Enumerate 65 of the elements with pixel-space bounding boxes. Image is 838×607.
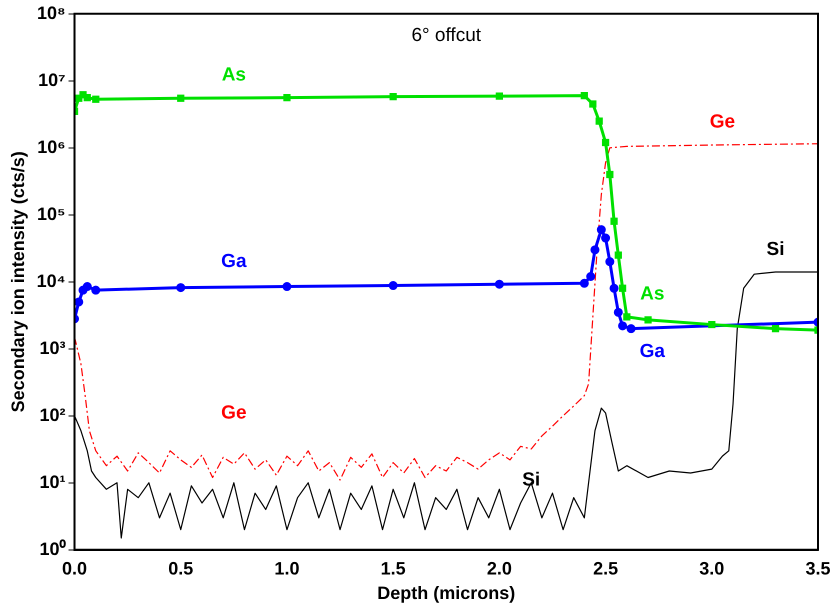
point: [589, 100, 596, 108]
point: [596, 118, 603, 125]
x-tick-label: 0.0: [62, 558, 88, 579]
y-tick-label: 10²: [40, 404, 66, 425]
point: [580, 278, 589, 288]
x-tick-label: 3.5: [805, 558, 831, 579]
point: [82, 282, 92, 292]
point: [84, 94, 91, 102]
point: [626, 324, 636, 334]
y-tick-label: 10⁸: [36, 2, 66, 23]
point: [602, 138, 610, 146]
point: [772, 325, 780, 332]
series-label: As: [222, 64, 246, 86]
y-tick-label: 10⁷: [38, 70, 66, 90]
point: [614, 308, 623, 317]
point: [75, 94, 82, 102]
point: [614, 252, 622, 259]
point: [496, 92, 503, 100]
point: [176, 283, 186, 292]
y-tick-label: 10⁵: [37, 204, 66, 224]
point: [494, 280, 504, 289]
point: [177, 94, 184, 102]
y-tick-label: 10⁶: [37, 136, 66, 157]
point: [74, 297, 84, 306]
point: [644, 316, 652, 324]
x-tick-label: 1.0: [274, 558, 300, 579]
x-tick-label: 2.0: [486, 558, 512, 579]
y-tick-label: 10³: [40, 338, 66, 358]
point: [92, 96, 100, 103]
series-label: Ge: [710, 112, 736, 133]
y-tick-label: 10⁴: [36, 270, 66, 291]
x-tick-label: 2.5: [593, 558, 618, 579]
point: [618, 284, 626, 292]
point: [605, 257, 614, 266]
point: [388, 281, 398, 290]
point: [708, 320, 716, 328]
y-tick-label: 10⁰: [39, 538, 67, 559]
x-tick-label: 0.5: [168, 558, 194, 579]
text: Ga: [221, 250, 247, 272]
point: [623, 313, 630, 320]
point: [606, 170, 614, 178]
point: [91, 286, 100, 295]
x-tick-label: 3.0: [699, 558, 724, 579]
point: [590, 245, 600, 254]
x-axis-title: Depth (microns): [377, 583, 516, 604]
text: Si: [766, 239, 784, 260]
point: [596, 225, 606, 234]
y-axis-title: Secondary ion intensity (cts/s): [8, 151, 28, 412]
point: [282, 282, 292, 292]
point: [586, 272, 596, 281]
point: [610, 284, 619, 293]
point: [79, 91, 87, 98]
point: [601, 234, 610, 243]
text: Ge: [221, 402, 247, 424]
text: As: [640, 284, 664, 305]
x-tick-label: 1.5: [380, 558, 406, 579]
point: [390, 93, 397, 100]
point: [283, 94, 291, 102]
point: [580, 92, 588, 100]
point: [610, 218, 618, 225]
series-label: Ga: [640, 341, 666, 362]
series-label: Si: [522, 469, 540, 490]
point: [618, 321, 628, 330]
annotation: 6° offcut: [411, 25, 482, 46]
y-tick-label: 10¹: [40, 472, 66, 492]
